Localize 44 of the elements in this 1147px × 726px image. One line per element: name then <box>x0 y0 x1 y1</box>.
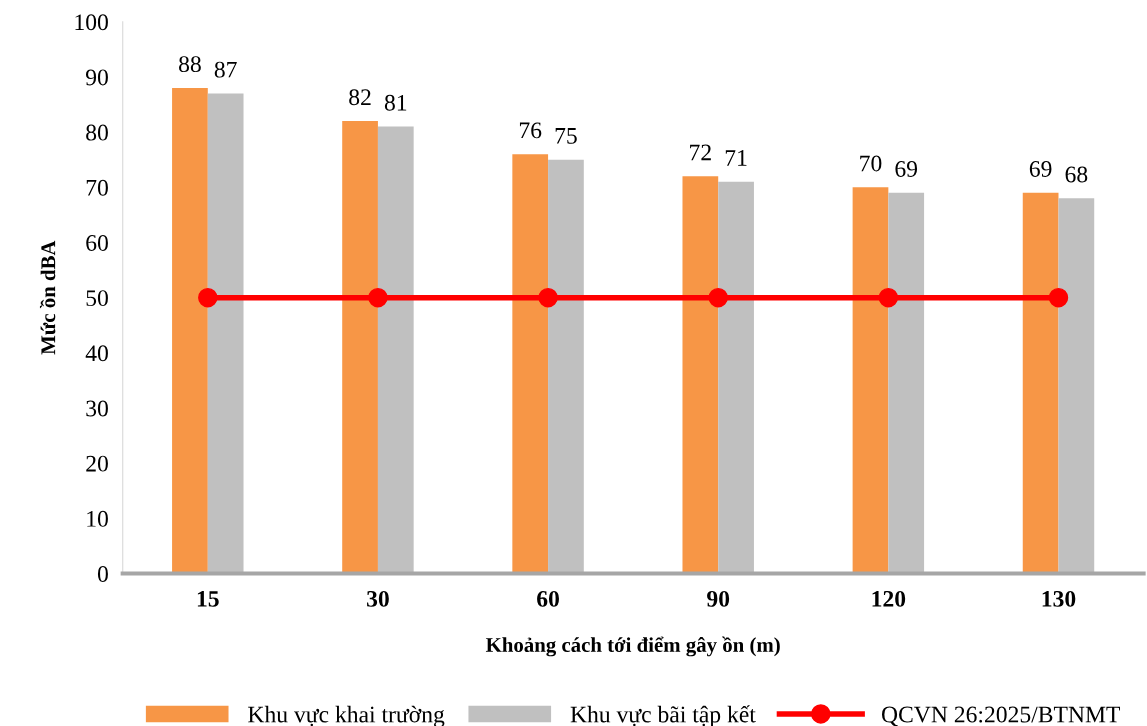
data-label: 69 <box>1029 161 1052 177</box>
y-tick-label: 20 <box>86 455 108 472</box>
y-tick-label: 30 <box>86 400 108 417</box>
bar <box>682 176 719 574</box>
data-label: 72 <box>690 144 711 161</box>
data-label: 68 <box>1065 166 1088 183</box>
y-tick-label: 40 <box>85 345 108 362</box>
bar <box>342 121 378 574</box>
bar <box>852 187 889 574</box>
y-tick-label: 90 <box>85 69 108 86</box>
data-label: 76 <box>519 122 542 139</box>
data-label: 71 <box>725 150 747 166</box>
x-tick-label: 15 <box>197 591 219 607</box>
x-axis-title: Khoảng cách tới điểm gây ồn (m) <box>485 636 780 657</box>
data-label: 88 <box>179 56 201 73</box>
bar <box>548 159 584 574</box>
data-label: 87 <box>214 61 237 78</box>
bar <box>377 126 414 574</box>
bar <box>888 192 925 574</box>
bar <box>512 154 549 574</box>
y-tick-label: 50 <box>86 290 108 307</box>
data-label: 81 <box>384 94 407 111</box>
y-tick-label: 0 <box>97 566 108 582</box>
data-label: 69 <box>895 161 918 177</box>
y-tick-label: 60 <box>86 234 108 251</box>
x-tick-label: 120 <box>872 590 906 607</box>
y-tick-label: 100 <box>75 14 108 31</box>
bar <box>207 93 244 574</box>
x-tick-label: 130 <box>1042 590 1076 607</box>
data-label: 75 <box>555 128 577 144</box>
data-label: 82 <box>349 89 371 106</box>
x-tick-label: 60 <box>537 590 559 607</box>
x-tick-label: 30 <box>367 590 389 607</box>
y-axis-title: Mức ồn dBA <box>39 240 56 355</box>
y-tick-label: 10 <box>87 510 108 527</box>
bar <box>1058 198 1095 574</box>
x-tick-label: 90 <box>707 590 730 607</box>
y-tick-label: 80 <box>86 124 108 141</box>
bar <box>172 87 208 574</box>
legend-label: QCVN 26:2025/BTNMT <box>881 706 1121 726</box>
bar <box>718 181 754 574</box>
data-label: 70 <box>860 155 882 172</box>
y-tick-label: 70 <box>86 179 108 196</box>
bar <box>1022 192 1059 574</box>
